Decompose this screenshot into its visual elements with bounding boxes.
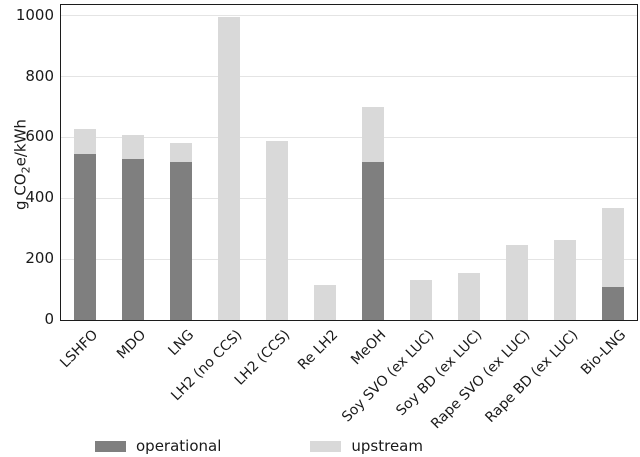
- bar-bio-lng: [602, 5, 624, 320]
- bar-segment-upstream: [410, 279, 432, 320]
- bar-segment-upstream: [122, 135, 144, 159]
- gridline-400: [61, 197, 637, 199]
- gridline-800: [61, 76, 637, 78]
- bar-segment-upstream: [506, 244, 528, 320]
- bar-rape-bd-ex-luc: [554, 5, 576, 320]
- y-tick-label-0: 0: [44, 310, 54, 328]
- legend-label-upstream: upstream: [351, 437, 423, 455]
- x-tick-label: LNG: [165, 327, 198, 359]
- bar-segment-operational: [602, 286, 624, 320]
- bar-meoh: [362, 5, 384, 320]
- y-tick-label-400: 400: [25, 188, 54, 207]
- x-tick-label: LSHFO: [57, 327, 102, 372]
- bar-segment-upstream: [314, 285, 336, 320]
- bar-segment-upstream: [554, 239, 576, 320]
- gridline-600: [61, 136, 637, 138]
- x-tick-label: Bio-LNG: [578, 327, 630, 379]
- bar-lng: [170, 5, 192, 320]
- bar-segment-upstream: [602, 208, 624, 287]
- gridline-1000: [61, 15, 637, 17]
- bar-segment-upstream: [266, 141, 288, 320]
- x-tick-label: Rape BD (ex LUC): [482, 327, 582, 426]
- bar-segment-operational: [362, 161, 384, 320]
- legend-entry-operational: operational: [95, 437, 221, 455]
- y-tick-label-600: 600: [25, 127, 54, 146]
- operational-color-swatch: [95, 440, 126, 452]
- bar-mdo: [122, 5, 144, 320]
- y-axis-tick-labels: 0 200 400 600 800 1000: [4, 4, 54, 328]
- bar-lh2-ccs: [266, 5, 288, 320]
- x-tick-label: MeOH: [348, 327, 390, 369]
- gridline-200: [61, 258, 637, 260]
- bar-segment-upstream: [362, 106, 384, 162]
- x-tick-label: MDO: [114, 327, 150, 363]
- y-tick-label-800: 800: [25, 66, 54, 85]
- plot-area: [60, 4, 638, 321]
- bar-re-lh2: [314, 5, 336, 320]
- legend-entry-upstream: upstream: [310, 437, 423, 455]
- bar-rape-svo-ex-luc: [506, 5, 528, 320]
- bar-segment-operational: [74, 154, 96, 320]
- y-tick-label-1000: 1000: [15, 5, 54, 24]
- x-tick-label: Soy BD (ex LUC): [393, 327, 486, 420]
- bar-soy-svo-ex-luc: [410, 5, 432, 320]
- bar-lshfo: [74, 5, 96, 320]
- y-tick-label-200: 200: [25, 249, 54, 268]
- bar-segment-operational: [170, 162, 192, 320]
- x-tick-label: Soy SVO (ex LUC): [339, 327, 438, 426]
- x-tick-label: Re LH2: [295, 327, 342, 374]
- bar-lh2-no-ccs: [218, 5, 240, 320]
- bar-segment-upstream: [74, 128, 96, 155]
- legend-label-operational: operational: [136, 437, 222, 455]
- bar-soy-bd-ex-luc: [458, 5, 480, 320]
- upstream-color-swatch: [310, 440, 342, 452]
- bar-segment-upstream: [458, 273, 480, 320]
- bar-segment-upstream: [218, 16, 240, 320]
- bar-segment-upstream: [170, 142, 192, 163]
- bar-segment-operational: [122, 158, 144, 320]
- legend: operational upstream: [95, 437, 423, 455]
